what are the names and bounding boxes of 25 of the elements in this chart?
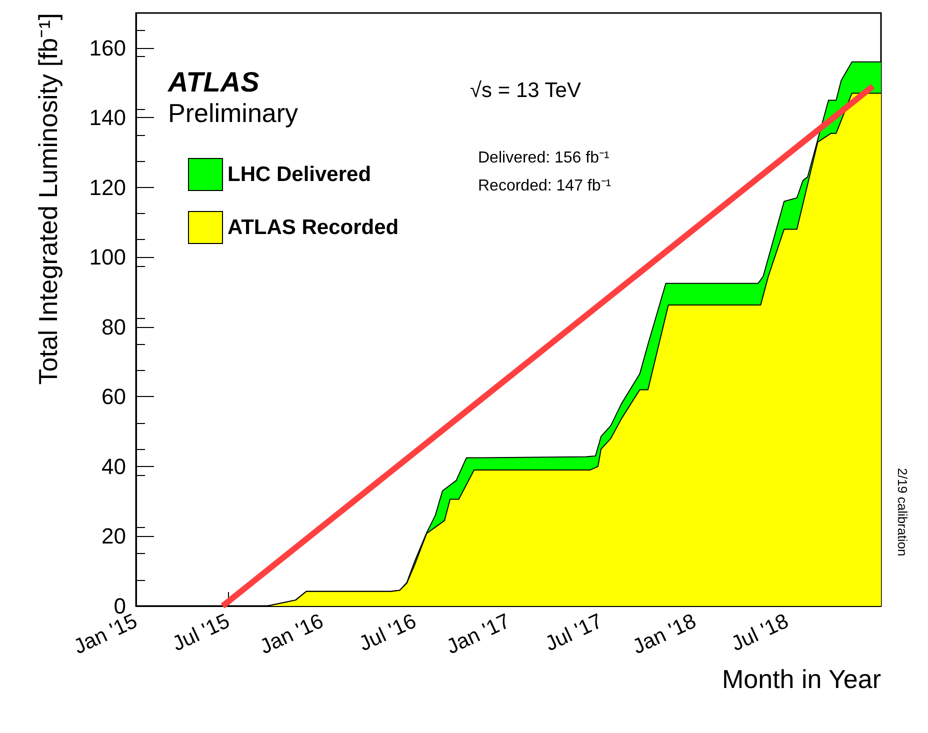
legend-label: ATLAS Recorded bbox=[228, 216, 399, 239]
x-tick-label: Jul '18 bbox=[728, 610, 792, 656]
x-tick-label: Jan '18 bbox=[629, 610, 700, 659]
y-axis-title: Total Integrated Luminosity [fb⁻¹] bbox=[33, 13, 63, 385]
x-tick-label: Jan '17 bbox=[443, 610, 514, 659]
annotation: √s = 13 TeV bbox=[470, 79, 581, 102]
y-tick-label: 140 bbox=[89, 105, 126, 130]
annotation: Delivered: 156 fb⁻¹ bbox=[478, 150, 610, 166]
y-tick-label: 20 bbox=[102, 524, 126, 549]
y-tick-label: 160 bbox=[89, 35, 126, 60]
y-tick-label: 40 bbox=[102, 454, 126, 479]
annotation: Preliminary bbox=[168, 98, 298, 128]
text: 2/19 calibration bbox=[895, 468, 910, 556]
y-tick-label: 100 bbox=[89, 244, 126, 270]
annotation: ATLAS bbox=[167, 66, 260, 98]
x-axis-title: Month in Year bbox=[722, 664, 882, 694]
y-tick-label: 120 bbox=[89, 174, 126, 200]
annotation: Recorded: 147 fb⁻¹ bbox=[478, 178, 612, 194]
x-tick-label: Jul '17 bbox=[542, 610, 606, 656]
x-tick-label: Jul '15 bbox=[169, 610, 234, 656]
x-tick-label: Jan '16 bbox=[256, 610, 327, 659]
y-tick-label: 80 bbox=[102, 314, 126, 340]
y-tick-label: 60 bbox=[102, 384, 126, 410]
x-tick-label: Jul '16 bbox=[356, 610, 420, 656]
legend-label: LHC Delivered bbox=[228, 163, 372, 186]
